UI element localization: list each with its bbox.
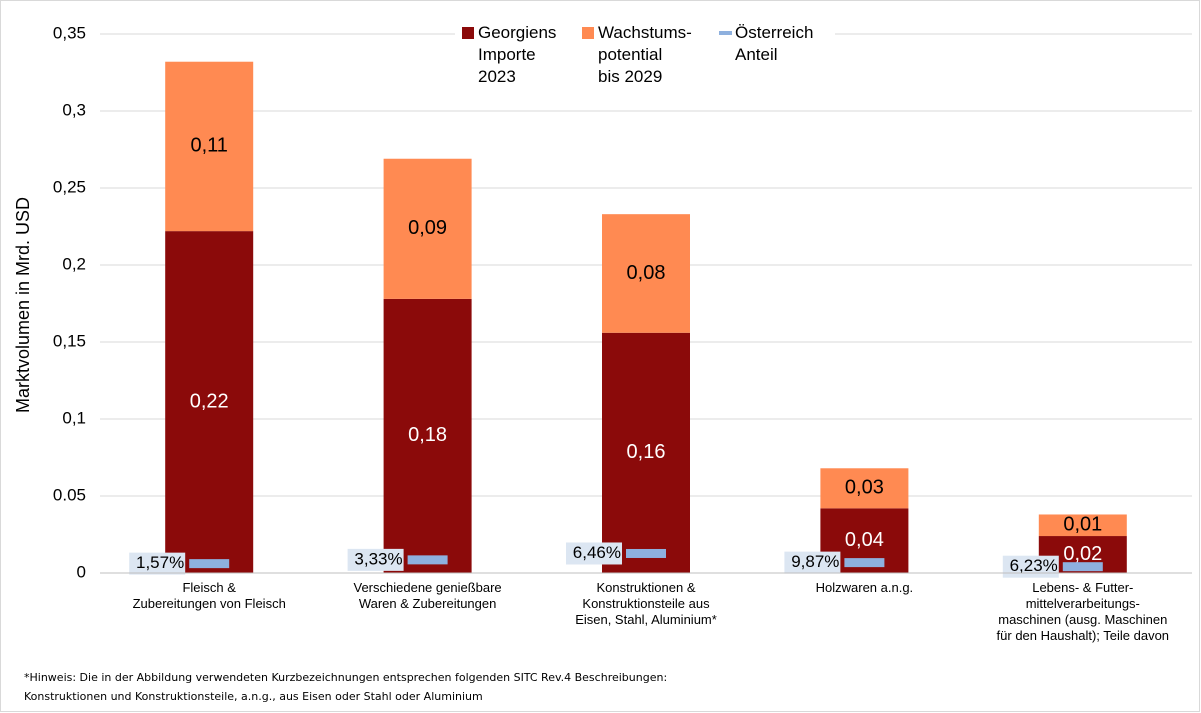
footnote: *Hinweis: Die in der Abbildung verwendet… <box>24 671 667 684</box>
data-label: 0,11 <box>190 135 227 157</box>
share-label-box <box>1002 555 1059 578</box>
bar-segment <box>820 468 909 509</box>
data-label: 0,02 <box>1063 543 1102 565</box>
bar-segment <box>383 158 472 299</box>
share-label: 1,57% <box>136 553 184 572</box>
x-tick-line: mittelverarbeitungs- <box>1026 596 1140 611</box>
y-tick-label: 0,2 <box>62 254 86 273</box>
share-marker <box>189 559 230 569</box>
x-tick-label: Konstruktionen & Konstruktionsteile aus Ei… <box>575 580 717 627</box>
legend-swatch <box>462 27 474 39</box>
legend-line: potential <box>598 45 662 64</box>
share-marker <box>844 558 885 568</box>
y-tick-label: 0,3 <box>62 100 86 119</box>
x-tick-line: Holzwaren a.n.g. <box>816 580 914 595</box>
legend-label: Österreich Anteil <box>735 23 813 64</box>
data-label: 0,16 <box>627 441 666 463</box>
legend-label: Wachstums-potential bis 2029 <box>598 23 692 86</box>
x-tick-line: Lebens- & Futter- <box>1032 580 1133 595</box>
x-tick-line: maschinen (ausg. Maschinen <box>998 612 1167 627</box>
x-tick-line: für den Haushalt); Teile davon <box>997 628 1169 643</box>
bar-segment <box>602 214 690 333</box>
y-tick-label: 0,25 <box>53 177 86 196</box>
x-tick-line: Fleisch & <box>182 580 236 595</box>
x-tick-line: Konstruktionsteile aus <box>582 596 710 611</box>
share-label-box <box>347 548 404 571</box>
bar-segment <box>1038 514 1127 537</box>
y-tick-label: 0.05 <box>53 485 86 504</box>
share-label: 9,87% <box>791 552 839 571</box>
share-label: 6,23% <box>1010 556 1058 575</box>
y-tick-label: 0,35 <box>53 23 86 42</box>
data-label: 0,22 <box>190 390 229 412</box>
legend-line: Wachstums- <box>598 23 692 42</box>
data-label: 0,08 <box>627 262 666 284</box>
x-tick-line: Eisen, Stahl, Aluminium* <box>575 612 717 627</box>
share-label-box <box>566 542 622 565</box>
bar-segment <box>383 298 472 573</box>
legend-line: bis 2029 <box>598 67 662 86</box>
x-tick-line: Verschiedene genießbare <box>354 580 502 595</box>
bar-segment <box>602 332 690 573</box>
legend-label: Georgiens Importe 2023 <box>478 23 556 86</box>
bar-segment <box>165 231 254 573</box>
data-label: 0,18 <box>408 424 447 446</box>
share-marker <box>626 548 666 558</box>
x-tick-line: Zubereitungen von Fleisch <box>133 596 286 611</box>
x-tick-line: Waren & Zubereitungen <box>359 596 497 611</box>
y-tick-label: 0,1 <box>62 408 86 427</box>
legend-swatch <box>719 31 732 35</box>
x-tick-label: Lebens- & Futter-mittelverarbeitungs-mas… <box>997 580 1169 643</box>
share-label-box <box>784 551 841 574</box>
legend-swatch <box>582 27 594 39</box>
x-tick-label: Fleisch & Zubereitungen von Fleisch <box>133 580 286 611</box>
share-label: 3,33% <box>354 549 402 568</box>
share-label: 6,46% <box>573 543 621 562</box>
share-marker <box>1062 562 1103 572</box>
footnote: Konstruktionen und Konstruktionsteile, a… <box>24 690 483 703</box>
legend-line: Anteil <box>735 45 778 64</box>
data-label: 0,04 <box>845 529 884 551</box>
share-marker <box>407 555 448 565</box>
data-label: 0,01 <box>1063 514 1102 536</box>
legend-line: Georgiens <box>478 23 556 42</box>
bar-segment <box>165 61 254 232</box>
legend-box <box>455 22 835 94</box>
data-label: 0,03 <box>845 477 884 499</box>
data-label: 0,09 <box>408 217 447 239</box>
share-label-box <box>129 552 186 575</box>
x-tick-line: Konstruktionen & <box>596 580 695 595</box>
legend-line: 2023 <box>478 67 516 86</box>
y-tick-label: 0 <box>77 562 86 581</box>
x-tick-label: Holzwaren a.n.g. <box>816 580 914 595</box>
legend-line: Österreich <box>735 23 813 42</box>
y-tick-label: 0,15 <box>53 331 86 350</box>
x-tick-label: Verschiedene genießbare Waren & Zubereitu… <box>354 580 502 611</box>
y-axis-label: Marktvolumen in Mrd. USD <box>13 197 33 413</box>
legend-line: Importe <box>478 45 536 64</box>
